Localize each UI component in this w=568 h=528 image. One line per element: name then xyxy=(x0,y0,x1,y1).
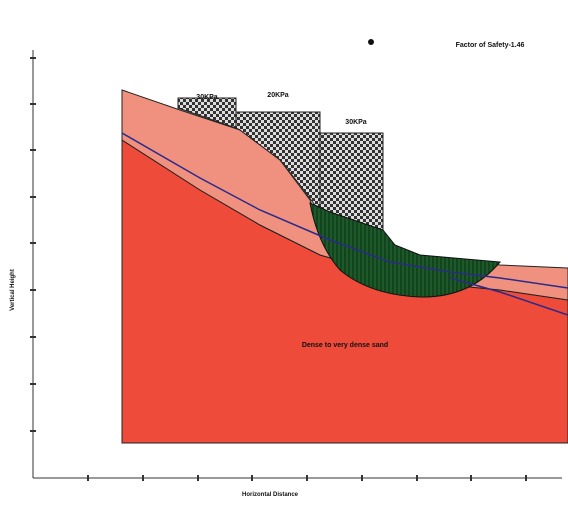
load-label: 20KPa xyxy=(267,92,289,99)
layer-label: Dense to very dense sand xyxy=(302,342,388,349)
load-label: 30KPa xyxy=(345,119,367,126)
x-axis-label: Horizontal Distance xyxy=(242,492,299,498)
load-label: 30KPa xyxy=(196,94,218,101)
page: {"header": {"factor_of_safety": "Factor … xyxy=(0,0,568,528)
slope-diagram: Vertical Height Horizontal Distance Fact… xyxy=(0,0,568,528)
marker xyxy=(368,39,374,45)
factor-of-safety: Factor of Safety-1.46 xyxy=(456,42,525,49)
y-axis-label: Vertical Height xyxy=(10,269,16,311)
